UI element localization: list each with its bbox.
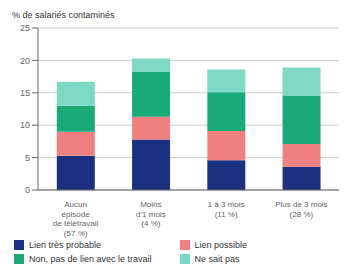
html-text:Lien très probable: Lien très probable [29, 240, 102, 250]
svg-text:Moinsd'1 mois(4 %): Moinsd'1 mois(4 %) [136, 200, 166, 228]
html-text:Non, pas de lien avec le trava: Non, pas de lien avec le travail [29, 254, 152, 264]
html-text:Ne sait pas: Ne sait pas [194, 254, 240, 264]
svg-text:20: 20 [20, 56, 30, 66]
svg-text:1 à 3 mois(11 %): 1 à 3 mois(11 %) [208, 200, 245, 219]
svg-text:25: 25 [20, 23, 30, 33]
svg-text:5: 5 [25, 153, 30, 163]
html-text:% de salariés contaminés: % de salariés contaminés [12, 10, 115, 20]
svg-text:Aucunépisodede télétravail(57: Aucunépisodede télétravail(57 %) [53, 200, 99, 238]
svg-text:0: 0 [25, 185, 30, 195]
html-text:Lien possible: Lien possible [194, 240, 247, 250]
svg-text:10: 10 [20, 120, 30, 130]
svg-text:Plus de 3 mois(28 %): Plus de 3 mois(28 %) [275, 200, 327, 219]
svg-text:15: 15 [20, 88, 30, 98]
